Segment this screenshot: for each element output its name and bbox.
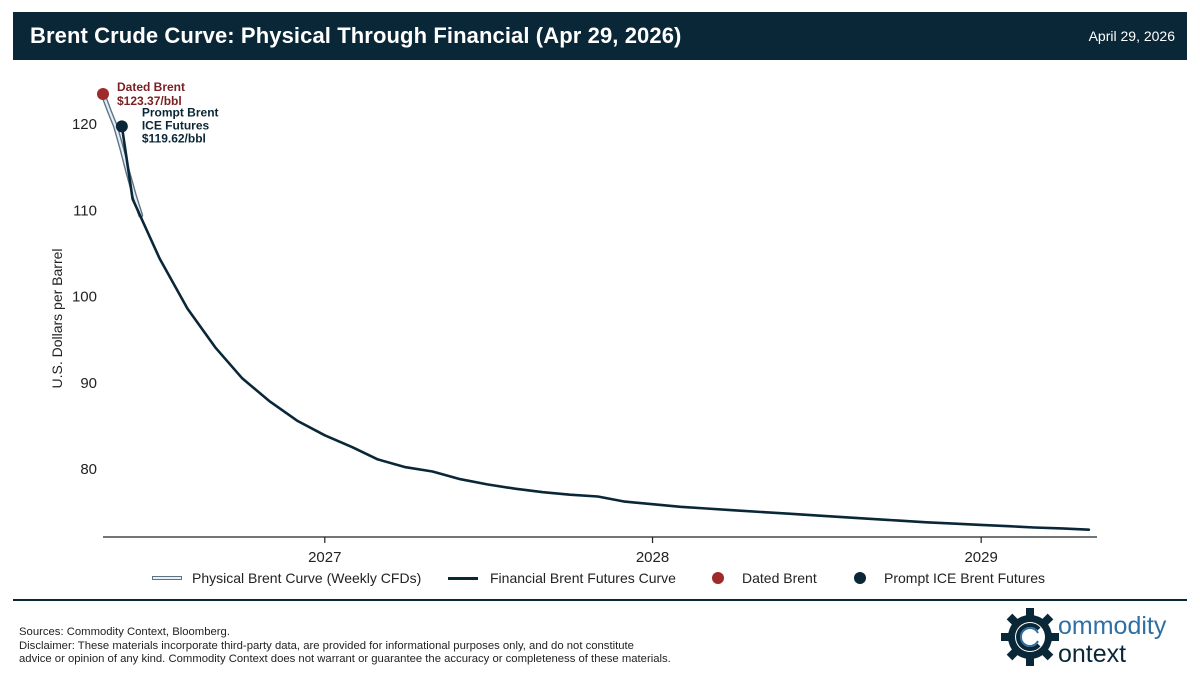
disclaimer-line-2: advice or opinion of any kind. Commodity… (19, 653, 671, 665)
prompt-label-name-1: Prompt Brent (142, 105, 219, 119)
disclaimer-line-1: Disclaimer: These materials incorporate … (19, 640, 634, 652)
legend-swatch-financial (448, 576, 478, 580)
legend-item-financial: Financial Brent Futures Curve (448, 570, 676, 586)
prompt-label-value: $119.62/bbl (142, 131, 206, 145)
financial-curve-group (120, 125, 1091, 532)
legend-item-prompt: Prompt ICE Brent Futures (854, 570, 1045, 586)
chart-axes: 80 90 100 110 120 2027 2028 2029 U.S. Dollars pe… (49, 116, 1097, 566)
financial-curve-line (120, 125, 1091, 532)
x-tick-label: 2029 (964, 549, 997, 566)
y-tick-label: 120 (72, 116, 97, 133)
header-date: April 29, 2026 (1088, 28, 1175, 44)
dated-brent-marker (97, 88, 109, 101)
legend-item-physical: Physical Brent Curve (Weekly CFDs) (152, 570, 421, 586)
legend-label-financial: Financial Brent Futures Curve (490, 570, 676, 586)
legend-item-dated: Dated Brent (712, 570, 817, 586)
legend-dot-dated (712, 572, 724, 584)
physical-curve-group (100, 91, 144, 218)
y-axis-label: U.S. Dollars per Barrel (49, 248, 65, 388)
prompt-label-name-2: ICE Futures (142, 118, 210, 132)
chart-legend: Physical Brent Curve (Weekly CFDs) Finan… (0, 570, 1200, 592)
prompt-futures-marker (115, 120, 128, 133)
dated-brent-label-value: $123.37/bbl (117, 94, 182, 108)
y-tick-label: 110 (73, 202, 97, 219)
commodity-context-logo: ommodity ontext (1001, 608, 1167, 668)
dated-brent-label-name: Dated Brent (117, 80, 185, 94)
gear-icon (1001, 608, 1059, 666)
footer: Sources: Commodity Context, Bloomberg. D… (19, 626, 671, 666)
logo-text-context: ontext (1058, 640, 1126, 668)
y-tick-label: 90 (80, 375, 97, 392)
sources-text: Sources: Commodity Context, Bloomberg. (19, 626, 230, 638)
legend-label-physical: Physical Brent Curve (Weekly CFDs) (192, 570, 422, 586)
x-tick-label: 2028 (636, 549, 669, 566)
y-tick-label: 80 (80, 461, 97, 478)
y-tick-label: 100 (72, 289, 97, 306)
x-tick-label: 2027 (308, 549, 341, 566)
physical-curve-line (101, 92, 142, 217)
logo-text-commodity: ommodity (1058, 612, 1167, 640)
footer-divider (13, 599, 1187, 601)
chart-header: Brent Crude Curve: Physical Through Fina… (13, 12, 1187, 60)
legend-dot-prompt (854, 572, 866, 584)
legend-label-prompt: Prompt ICE Brent Futures (884, 570, 1046, 586)
legend-swatch-physical (152, 576, 182, 580)
brent-curve-chart: 80 90 100 110 120 2027 2028 2029 U.S. Dollars pe… (49, 80, 1097, 566)
legend-label-dated: Dated Brent (742, 570, 817, 586)
chart-title: Brent Crude Curve: Physical Through Fina… (30, 23, 682, 48)
